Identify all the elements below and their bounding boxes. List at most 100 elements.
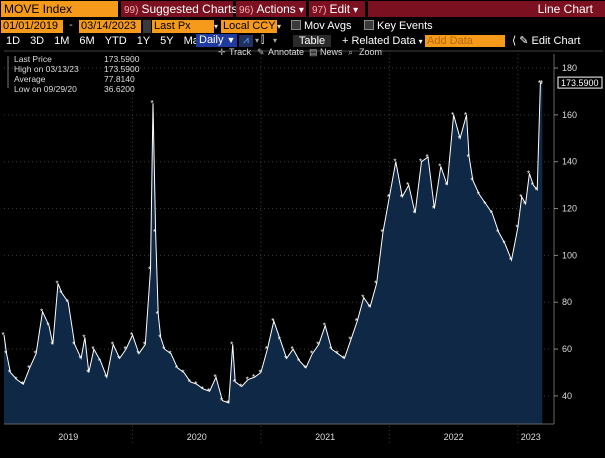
period-1d[interactable]: 1D [6, 35, 21, 47]
data-point: * [175, 364, 178, 373]
data-point: * [303, 364, 306, 373]
field-select[interactable]: Last Px [152, 20, 214, 33]
data-point: * [79, 354, 82, 363]
chart-type-dropdown-icon[interactable]: ▾ [255, 36, 260, 45]
data-point: * [50, 340, 53, 349]
key-events-checkbox[interactable] [364, 20, 374, 30]
data-point: * [406, 181, 409, 190]
data-point: * [55, 279, 58, 288]
legend-label: Low on 09/29/20 [14, 84, 77, 94]
y-tick-label: 160 [562, 110, 577, 120]
data-point: * [451, 111, 454, 120]
header-spacer [368, 1, 605, 17]
data-point: * [162, 345, 165, 354]
period-1y[interactable]: 1Y [136, 35, 151, 47]
data-point: * [368, 303, 371, 312]
frequency-select[interactable]: Daily ▼ [196, 34, 237, 47]
related-data-button[interactable]: + Related Data ▾ [342, 35, 423, 47]
data-point: * [413, 209, 416, 218]
currency-dropdown-icon[interactable]: ▾ [277, 22, 282, 31]
legend-label: Average [14, 74, 46, 84]
period-ytd[interactable]: YTD [104, 35, 127, 47]
data-point: * [86, 368, 89, 377]
last-value-tag: 173.5900 [557, 76, 603, 89]
controls-bar: 01/01/2019 - 03/14/2023 Last Px ▾ Local … [0, 19, 605, 34]
data-point: * [527, 169, 530, 178]
data-point: * [72, 340, 75, 349]
data-point: * [490, 209, 493, 218]
period-1m[interactable]: 1M [54, 35, 70, 47]
data-point: * [169, 350, 172, 359]
data-point: * [531, 181, 534, 190]
data-point: * [355, 317, 358, 326]
y-tick-label: 40 [562, 391, 572, 401]
y-tick-label: 180 [562, 63, 577, 73]
data-point: * [445, 181, 448, 190]
data-point: * [104, 373, 107, 382]
y-tick-label: 80 [562, 297, 572, 307]
data-point: * [82, 333, 85, 342]
y-tick-label: 120 [562, 204, 577, 214]
data-point: * [464, 111, 467, 120]
mov-avgs-checkbox[interactable] [291, 20, 301, 30]
security-field[interactable]: MOVE Index [1, 1, 118, 17]
edit-button[interactable]: 97) Edit ▾ [309, 1, 365, 17]
data-point: * [419, 158, 422, 167]
edit-chart-label: Edit Chart [531, 35, 581, 47]
related-data-label: Related Data [351, 35, 416, 47]
period-6m[interactable]: 6M [79, 35, 95, 47]
news-icon: ▤ [309, 48, 318, 57]
actions-code: 96) [239, 5, 254, 16]
chart-svg: * * * * * * * * * * * * * * * * * * * * * * * * * * * * * * * * * * * * * * * *… [2, 47, 603, 444]
data-point: * [156, 310, 159, 319]
field-dropdown-icon[interactable]: ▾ [214, 22, 219, 31]
mov-avgs-label: Mov Avgs [304, 20, 352, 32]
data-point: * [148, 265, 151, 274]
data-point: * [458, 134, 461, 143]
price-line [3, 82, 543, 404]
x-axis: 2019 2020 2021 2022 2023 [4, 423, 554, 442]
data-point: * [265, 345, 268, 354]
data-point: * [278, 336, 281, 345]
legend-label: Last Price [14, 54, 52, 64]
data-point: * [8, 368, 11, 377]
edit-chart-button[interactable]: ⟨ ✎ Edit Chart [512, 35, 580, 47]
news-label: News [320, 48, 343, 57]
data-point: * [470, 176, 473, 185]
track-icon: ✛ [218, 48, 226, 57]
period-3d[interactable]: 3D [30, 35, 45, 47]
actions-label: Actions [256, 2, 296, 16]
data-point: * [201, 385, 204, 394]
data-point: * [207, 387, 210, 396]
chart-area: * * * * * * * * * * * * * * * * * * * * * * * * * * * * * * * * * * * * * * * *… [0, 47, 605, 455]
key-events-toggle[interactable]: Key Events [364, 20, 433, 33]
data-point: * [4, 350, 7, 359]
table-button[interactable]: Table [293, 35, 331, 47]
bar-type-dropdown-icon[interactable]: ▾ [273, 36, 278, 45]
data-point: * [34, 350, 37, 359]
suggested-charts-button[interactable]: 99) Suggested Charts [121, 1, 238, 17]
date-picker-icon[interactable] [143, 20, 151, 33]
period-5y[interactable]: 5Y [160, 35, 174, 47]
data-point: * [27, 364, 30, 373]
actions-button[interactable]: 96) Actions ▾ [236, 1, 306, 17]
plus-icon: + [342, 35, 349, 47]
mov-avgs-toggle[interactable]: Mov Avgs [291, 20, 352, 33]
line-chart-icon[interactable]: ⩘ [239, 35, 253, 47]
add-data-input[interactable]: Add Data [425, 35, 505, 47]
data-point: * [509, 256, 512, 265]
data-point: * [380, 228, 383, 237]
data-point: * [153, 228, 156, 237]
track-label: Track [229, 48, 252, 57]
data-point: * [40, 308, 43, 317]
currency-select[interactable]: Local CCY [221, 20, 277, 33]
toolbar: 1D 3D 1M 6M YTD 1Y 5Y Max Daily ▼ ⩘ ▾ ⫿ ▾ Table + Re… [0, 34, 605, 48]
start-date-input[interactable]: 01/01/2019 [1, 20, 63, 33]
data-point: * [432, 205, 435, 214]
last-value-label: 173.5900 [561, 78, 599, 88]
area-fill [4, 83, 543, 424]
end-date-input[interactable]: 03/14/2023 [79, 20, 141, 33]
bar-chart-icon[interactable]: ⫿ [261, 35, 265, 46]
data-point: * [59, 289, 62, 298]
view-title: Line Chart [537, 2, 593, 16]
